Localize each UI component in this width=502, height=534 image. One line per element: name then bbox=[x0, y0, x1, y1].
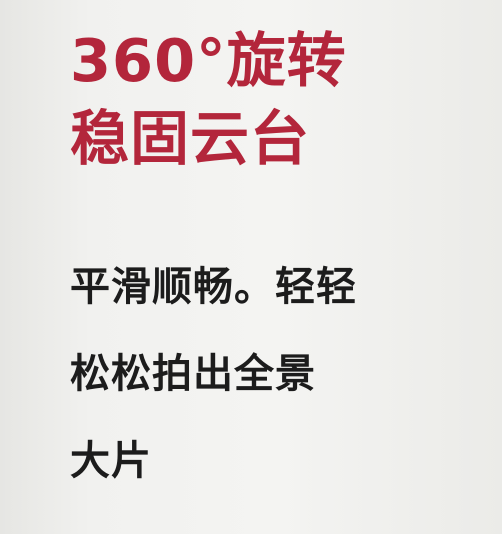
description-line-2: 松松拍出全景 bbox=[70, 351, 316, 397]
headline-line-1: 360°旋转 bbox=[70, 26, 347, 95]
description-line-3: 大片 bbox=[70, 438, 152, 484]
feature-description: 平滑顺畅。轻轻 松松拍出全景 大片 bbox=[70, 244, 357, 505]
feature-headline: 360°旋转 稳固云台 bbox=[70, 22, 347, 178]
description-line-1: 平滑顺畅。轻轻 bbox=[70, 264, 357, 310]
headline-line-2: 稳固云台 bbox=[70, 104, 311, 173]
